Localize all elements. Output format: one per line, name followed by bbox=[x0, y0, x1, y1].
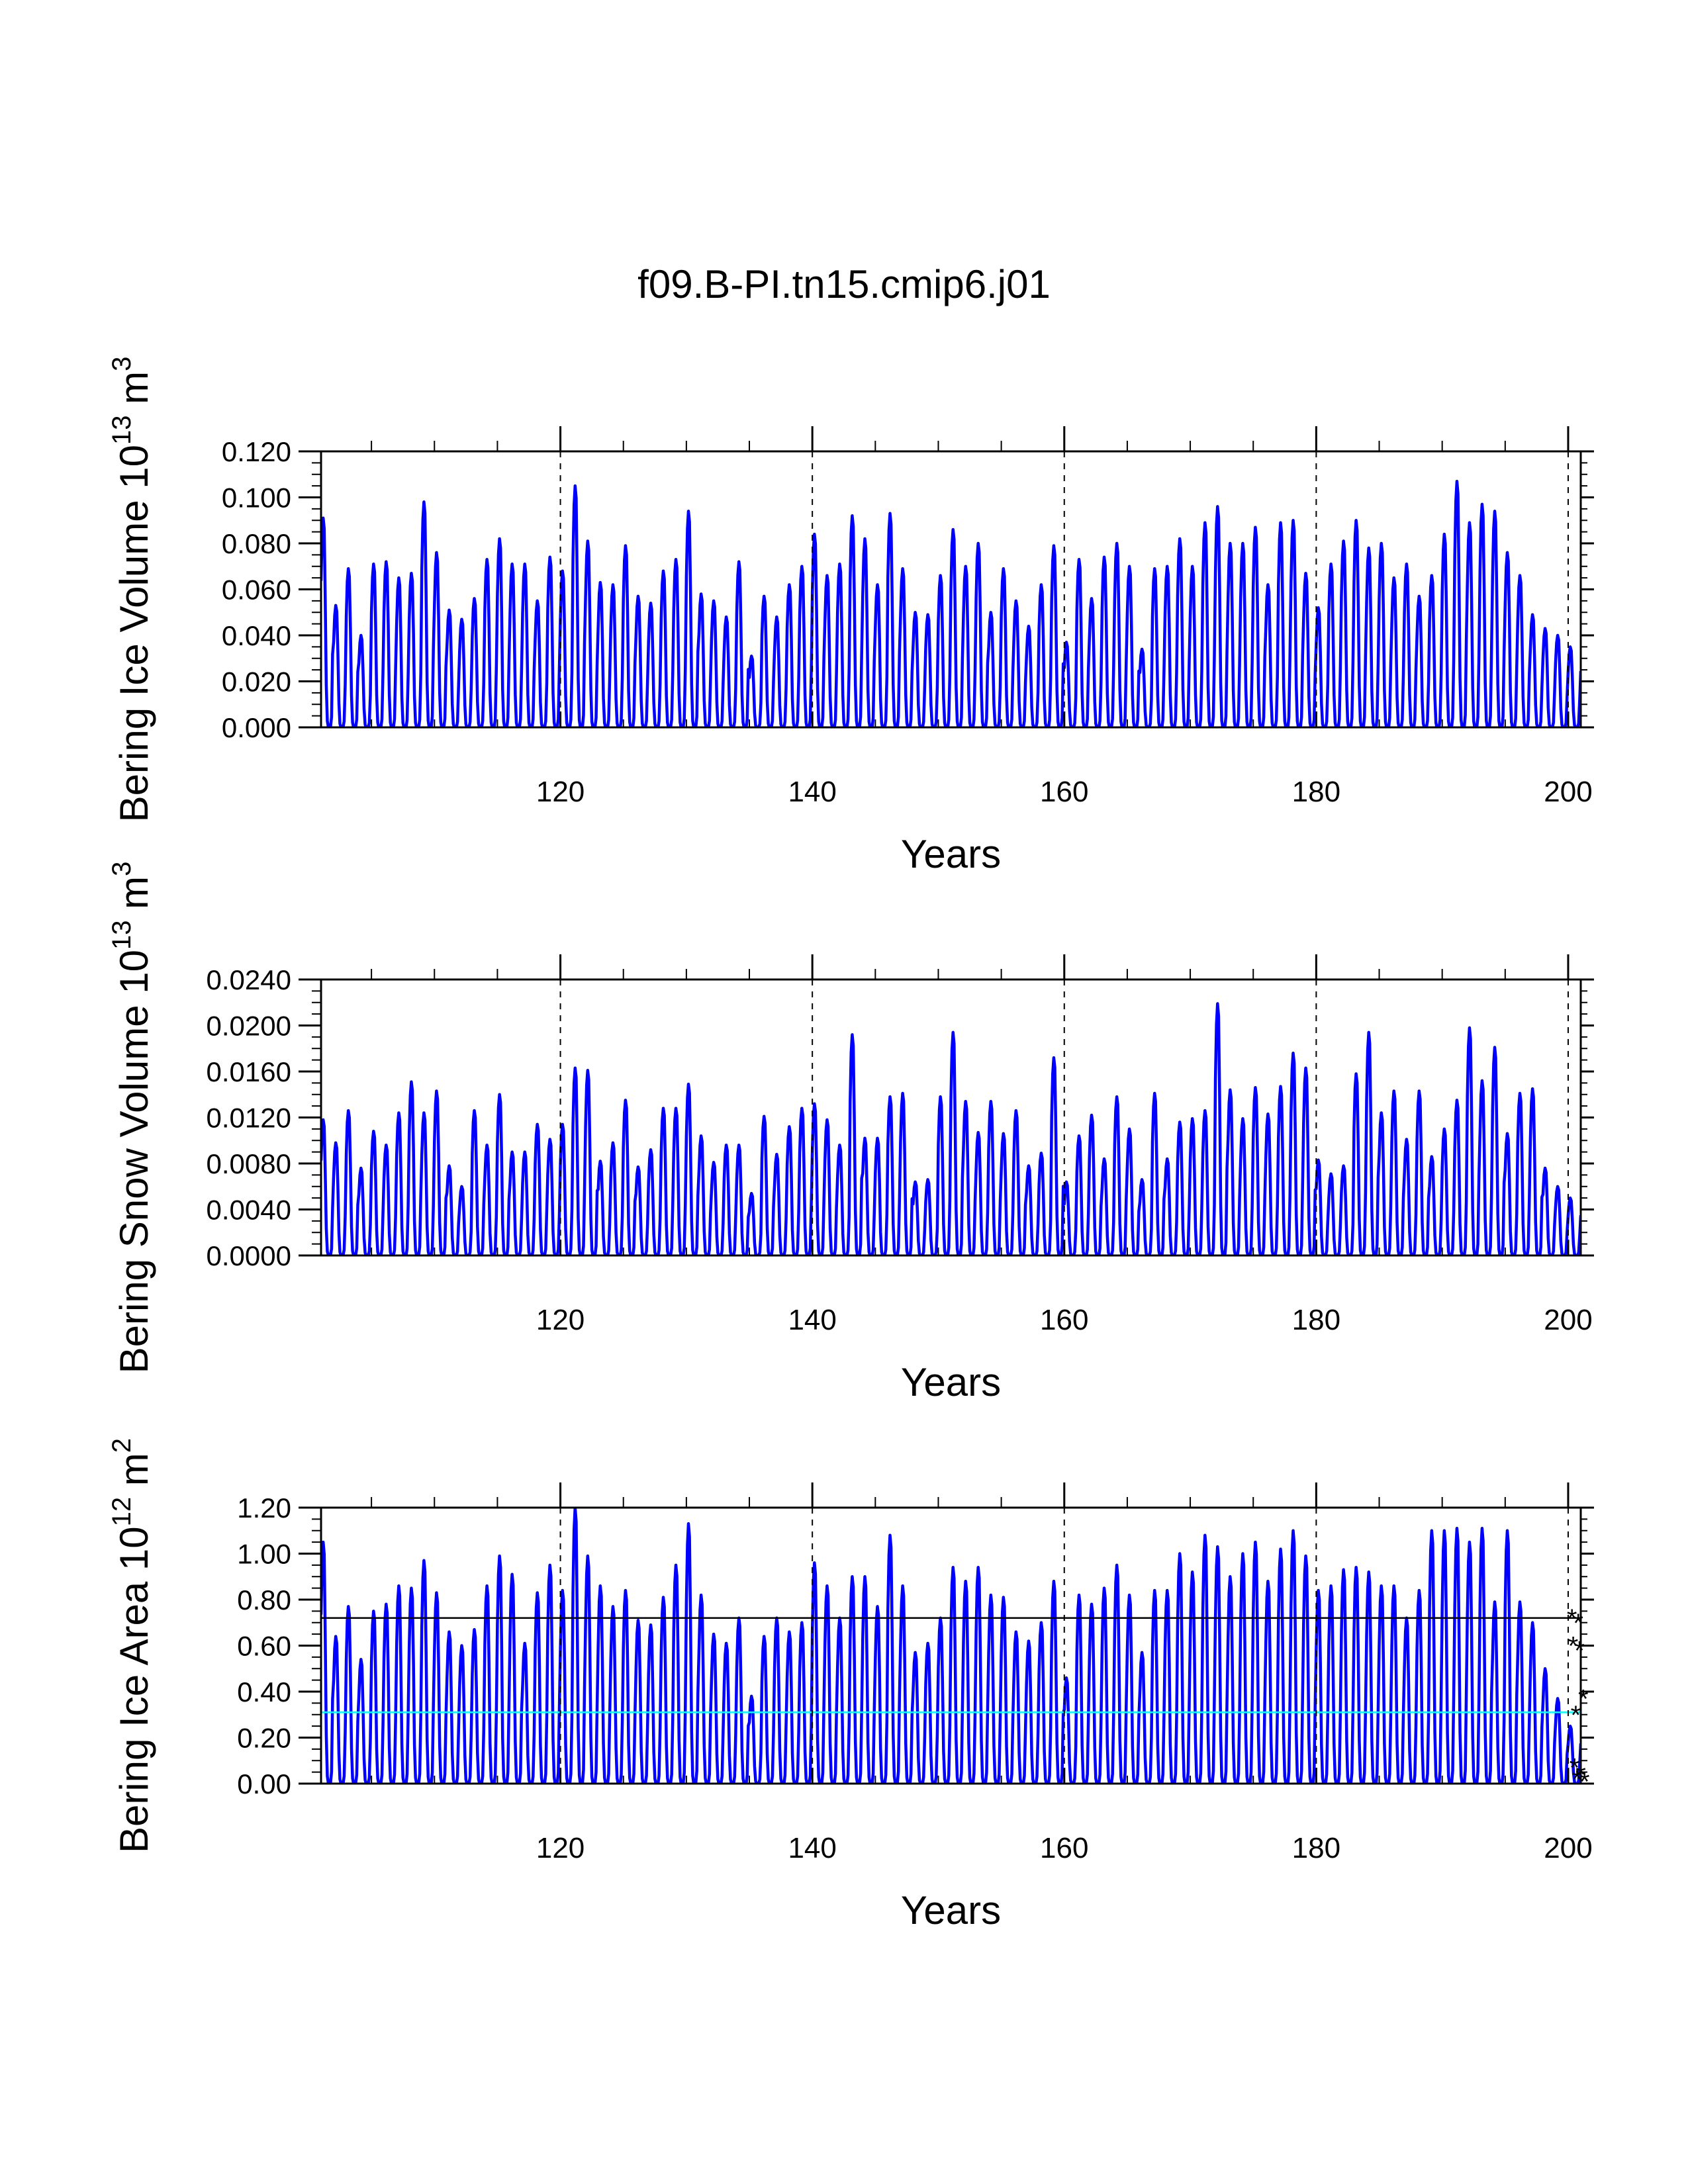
snow-volume-ytick-label: 0.0120 bbox=[207, 1103, 291, 1134]
figure-title: f09.B-PI.tn15.cmip6.j01 bbox=[637, 262, 1051, 306]
ice-area-marker: * bbox=[1572, 1765, 1583, 1794]
ice-volume-xtick-label: 140 bbox=[788, 776, 836, 808]
ice-volume-ytick-label: 0.060 bbox=[222, 574, 291, 606]
snow-volume-x-axis-label: Years bbox=[901, 1360, 1001, 1404]
ice-area-marker: * bbox=[1575, 1760, 1586, 1790]
ice-area-marker: * bbox=[1570, 1754, 1580, 1783]
ice-area-y-axis-label: Bering Ice Area 1012 m2 bbox=[107, 1438, 156, 1853]
ice-area-marker: * bbox=[1571, 1701, 1581, 1730]
ice-area-marker: * bbox=[1573, 1609, 1583, 1638]
snow-volume-ytick-label: 0.0000 bbox=[207, 1240, 291, 1271]
snow-volume-series-line bbox=[321, 1002, 1581, 1255]
ice-volume-ytick-label: 0.080 bbox=[222, 528, 291, 559]
snow-volume-xtick-label: 200 bbox=[1544, 1304, 1592, 1336]
ice-area-series-line bbox=[321, 1508, 1581, 1784]
snow-volume-xtick-label: 160 bbox=[1040, 1304, 1088, 1336]
ice-area-xtick-label: 160 bbox=[1040, 1832, 1088, 1864]
ice-area-xtick-label: 120 bbox=[536, 1832, 585, 1864]
ice-area-xtick-label: 180 bbox=[1292, 1832, 1340, 1864]
snow-volume-xtick-label: 140 bbox=[788, 1304, 836, 1336]
ice-volume-panel: 120 140 160 180 200 0.000 0.020 0.040 0.060 0.080… bbox=[107, 357, 1594, 876]
snow-volume-y-axis-label: Bering Snow Volume 1013 m3 bbox=[107, 862, 156, 1374]
ice-area-xtick-label: 200 bbox=[1544, 1832, 1592, 1864]
ice-area-marker: * bbox=[1578, 1684, 1589, 1713]
ice-volume-ytick-label: 0.100 bbox=[222, 482, 291, 514]
ice-area-marker: * bbox=[1567, 1604, 1577, 1633]
ice-area-xtick-label: 140 bbox=[788, 1832, 836, 1864]
ice-volume-ytick-label: 0.120 bbox=[222, 436, 291, 467]
ice-volume-ytick-label: 0.020 bbox=[222, 666, 291, 698]
snow-volume-ytick-label: 0.0240 bbox=[207, 964, 291, 995]
ice-volume-y-axis-label: Bering Ice Volume 1013 m3 bbox=[107, 357, 156, 823]
ice-area-panel: 120 140 160 180 200 0.00 0.20 0.40 0.60 0.80 1.00 1… bbox=[107, 1438, 1594, 1933]
ice-area-ytick-label: 0.60 bbox=[237, 1631, 291, 1662]
snow-volume-ytick-label: 0.0200 bbox=[207, 1011, 291, 1042]
snow-volume-xtick-label: 120 bbox=[536, 1304, 585, 1336]
ice-area-ytick-label: 0.40 bbox=[237, 1676, 291, 1707]
ice-area-marker: * bbox=[1568, 1632, 1579, 1661]
ice-volume-xtick-label: 200 bbox=[1544, 776, 1592, 808]
snow-volume-xtick-label: 180 bbox=[1292, 1304, 1340, 1336]
ice-area-marker: * bbox=[1574, 1636, 1585, 1665]
ice-volume-series-line bbox=[321, 479, 1581, 727]
ice-area-ytick-label: 0.00 bbox=[237, 1768, 291, 1799]
ice-area-ytick-label: 0.20 bbox=[237, 1723, 291, 1754]
snow-volume-ytick-label: 0.0080 bbox=[207, 1148, 291, 1179]
ice-volume-xtick-label: 180 bbox=[1292, 776, 1340, 808]
snow-volume-ytick-label: 0.0160 bbox=[207, 1056, 291, 1087]
ice-area-marker: * bbox=[1579, 1768, 1590, 1797]
ice-area-x-axis-label: Years bbox=[901, 1888, 1001, 1933]
ice-area-ytick-label: 1.00 bbox=[237, 1539, 291, 1570]
snow-volume-panel: 120 140 160 180 200 0.0000 0.0040 0.0080 0.0120 0… bbox=[107, 862, 1594, 1404]
ice-volume-xtick-label: 120 bbox=[536, 776, 585, 808]
ice-volume-ytick-label: 0.040 bbox=[222, 620, 291, 651]
ice-volume-ytick-label: 0.000 bbox=[222, 712, 291, 743]
ice-volume-x-axis-label: Years bbox=[901, 832, 1001, 876]
ice-area-ytick-label: 0.80 bbox=[237, 1584, 291, 1615]
snow-volume-ytick-label: 0.0040 bbox=[207, 1195, 291, 1226]
ice-area-ytick-label: 1.20 bbox=[237, 1492, 291, 1524]
ice-volume-xtick-label: 160 bbox=[1040, 776, 1088, 808]
